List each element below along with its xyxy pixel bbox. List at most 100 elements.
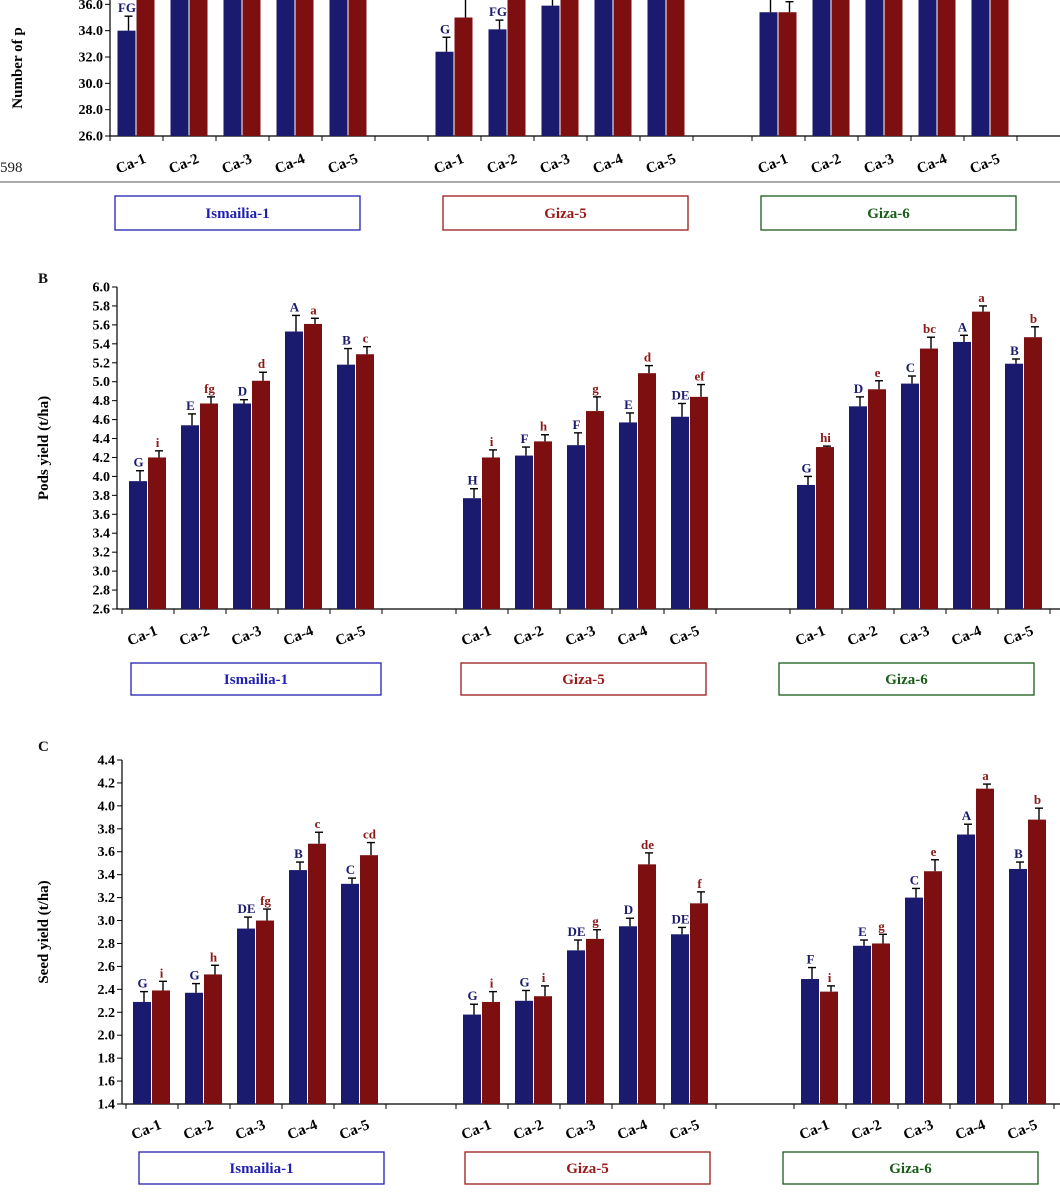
bar-series2 xyxy=(252,380,270,609)
y-tick-label: 4.0 xyxy=(98,799,116,814)
significance-letter: D xyxy=(854,381,863,396)
bar-series2 xyxy=(560,0,579,136)
bar-series1 xyxy=(117,30,136,137)
significance-letter: i xyxy=(490,976,494,991)
group-box xyxy=(442,195,689,231)
significance-letter: g xyxy=(592,381,599,396)
significance-letter: hi xyxy=(820,430,831,445)
bar-series2 xyxy=(586,411,604,609)
category-label: Ca-3 xyxy=(862,151,897,177)
bar-series1 xyxy=(337,364,355,609)
category-label: Ca-5 xyxy=(644,151,679,177)
bar-series2 xyxy=(204,974,222,1104)
category-label: Ca-2 xyxy=(485,151,520,177)
significance-letter: f xyxy=(697,876,702,891)
bar-series2 xyxy=(360,855,378,1104)
y-tick-label: 3.8 xyxy=(93,489,111,504)
bar-series2 xyxy=(152,990,170,1104)
bar-series2 xyxy=(990,0,1009,136)
significance-letter: G xyxy=(133,455,143,470)
bar-series1 xyxy=(435,51,454,136)
panel-label: C xyxy=(38,739,49,755)
y-tick-label: 1.4 xyxy=(98,1098,116,1113)
group-box xyxy=(130,662,382,696)
category-label: Ca-4 xyxy=(949,623,984,650)
y-tick-label: 3.6 xyxy=(98,845,116,860)
significance-letter: a xyxy=(978,290,985,305)
bar-series2 xyxy=(972,311,990,609)
y-tick-label: 1.6 xyxy=(98,1075,116,1090)
category-label: Ca-5 xyxy=(326,151,361,177)
y-tick-label: 5.8 xyxy=(93,299,111,314)
significance-letter: b xyxy=(1034,792,1041,807)
category-label: Ca-2 xyxy=(849,1117,884,1143)
group-box xyxy=(464,1151,711,1185)
bar-series1 xyxy=(237,928,255,1104)
bar-series2 xyxy=(295,0,314,136)
significance-letter: DE xyxy=(237,901,255,916)
bar-series1 xyxy=(289,870,307,1104)
y-tick-label: 2.2 xyxy=(98,1006,116,1021)
significance-letter: E xyxy=(186,398,195,413)
significance-letter: G xyxy=(519,974,529,989)
category-label: Ca-4 xyxy=(915,151,950,178)
category-label: Ca-1 xyxy=(459,1117,494,1143)
bar-series1 xyxy=(488,29,507,137)
category-label: Ca-5 xyxy=(1005,1117,1040,1143)
significance-letter: de xyxy=(641,837,654,852)
category-label: Ca-4 xyxy=(285,1117,320,1144)
significance-letter: F xyxy=(573,417,581,432)
bar-series1 xyxy=(567,445,585,609)
y-tick-label: 2.8 xyxy=(93,584,111,599)
significance-letter: i xyxy=(156,435,160,450)
group-label: Ismailia-1 xyxy=(229,1161,293,1177)
significance-letter: A xyxy=(958,319,968,334)
bar-series2 xyxy=(638,373,656,609)
y-tick-label: 36.0 xyxy=(79,0,104,13)
significance-letter: g xyxy=(878,918,885,933)
panel-label: B xyxy=(38,271,48,287)
y-tick-label: 4.0 xyxy=(93,470,111,485)
bar-series1 xyxy=(1009,868,1027,1104)
bar-series2 xyxy=(200,403,218,609)
bar-series1 xyxy=(181,425,199,609)
bar-series2 xyxy=(308,843,326,1104)
significance-letter: D xyxy=(238,384,247,399)
significance-letter: i xyxy=(828,970,832,985)
bar-series2 xyxy=(924,871,942,1104)
category-label: Ca-1 xyxy=(793,623,828,649)
significance-letter: e xyxy=(875,365,881,380)
group-label: Ismailia-1 xyxy=(224,672,288,688)
bar-series2 xyxy=(304,323,322,609)
significance-letter: G xyxy=(440,21,450,36)
category-label: Ca-3 xyxy=(220,151,255,177)
significance-letter: A xyxy=(962,808,972,823)
y-tick-label: 5.2 xyxy=(93,356,111,371)
y-tick-label: 30.0 xyxy=(79,77,104,92)
bar-series1 xyxy=(133,1001,151,1104)
y-tick-label: 3.6 xyxy=(93,508,111,523)
bar-series2 xyxy=(690,396,708,609)
group-label: Giza-6 xyxy=(867,206,910,222)
category-label: Ca-4 xyxy=(281,623,316,650)
significance-letter: B xyxy=(294,846,303,861)
y-axis-label: Seed yield (t/ha) xyxy=(36,880,52,983)
category-label: Ca-4 xyxy=(273,151,308,178)
category-label: Ca-1 xyxy=(432,151,467,177)
category-label: Ca-4 xyxy=(953,1117,988,1144)
group-label: Giza-5 xyxy=(566,1161,609,1177)
bar-series2 xyxy=(666,0,685,136)
significance-letter: H xyxy=(467,473,477,488)
category-label: Ca-4 xyxy=(591,151,626,178)
bar-series2 xyxy=(937,0,956,136)
bar-series1 xyxy=(463,1014,481,1104)
significance-letter: D xyxy=(624,902,633,917)
bar-series1 xyxy=(971,0,990,136)
bar-series1 xyxy=(812,0,831,136)
significance-letter: B xyxy=(342,333,351,348)
category-label: Ca-2 xyxy=(511,1117,546,1143)
category-label: Ca-2 xyxy=(845,623,880,649)
bar-series2 xyxy=(690,903,708,1104)
y-tick-label: 4.2 xyxy=(93,451,111,466)
